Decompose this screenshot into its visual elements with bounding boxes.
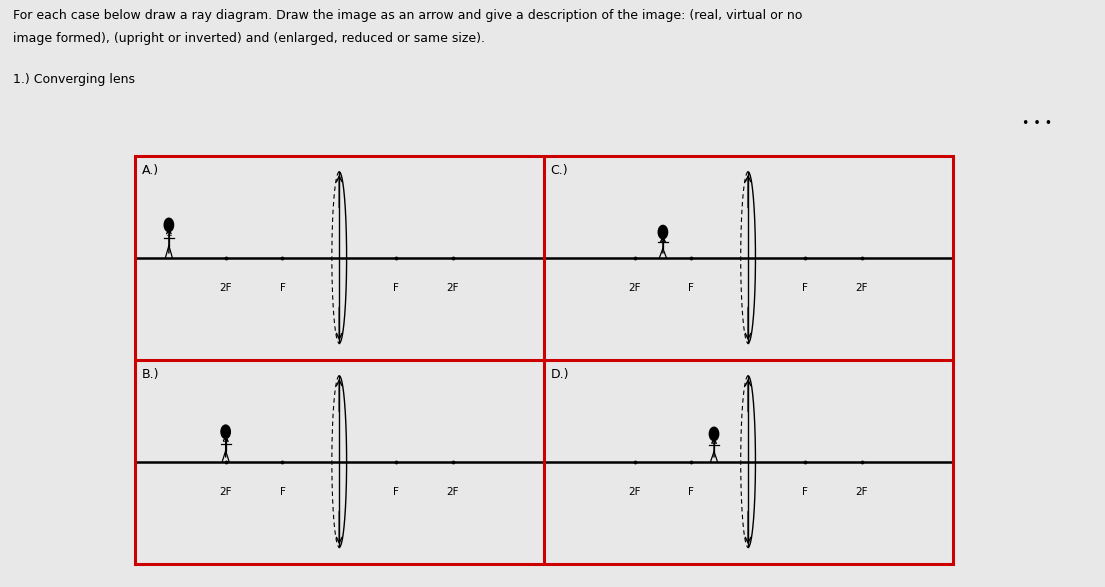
Text: 2F: 2F bbox=[446, 283, 459, 293]
Text: F: F bbox=[280, 487, 285, 497]
Text: F: F bbox=[280, 283, 285, 293]
Text: F: F bbox=[393, 487, 399, 497]
Text: 2F: 2F bbox=[855, 487, 867, 497]
Circle shape bbox=[659, 225, 667, 239]
Circle shape bbox=[165, 218, 173, 232]
Text: 1.) Converging lens: 1.) Converging lens bbox=[13, 73, 135, 86]
Text: F: F bbox=[393, 283, 399, 293]
Text: C.): C.) bbox=[550, 164, 568, 177]
Text: F: F bbox=[802, 283, 808, 293]
Circle shape bbox=[709, 427, 718, 441]
Text: F: F bbox=[688, 487, 694, 497]
Text: 2F: 2F bbox=[220, 283, 232, 293]
Text: 2F: 2F bbox=[629, 283, 641, 293]
Text: 2F: 2F bbox=[446, 487, 459, 497]
Text: 2F: 2F bbox=[855, 283, 867, 293]
Text: D.): D.) bbox=[550, 367, 569, 381]
Text: B.): B.) bbox=[141, 367, 159, 381]
Text: For each case below draw a ray diagram. Draw the image as an arrow and give a de: For each case below draw a ray diagram. … bbox=[13, 9, 802, 22]
Circle shape bbox=[221, 425, 230, 438]
Text: F: F bbox=[688, 283, 694, 293]
Text: 2F: 2F bbox=[220, 487, 232, 497]
Text: image formed), (upright or inverted) and (enlarged, reduced or same size).: image formed), (upright or inverted) and… bbox=[13, 32, 485, 45]
Text: • • •: • • • bbox=[1022, 117, 1052, 130]
Text: A.): A.) bbox=[141, 164, 159, 177]
Text: F: F bbox=[802, 487, 808, 497]
Text: 2F: 2F bbox=[629, 487, 641, 497]
